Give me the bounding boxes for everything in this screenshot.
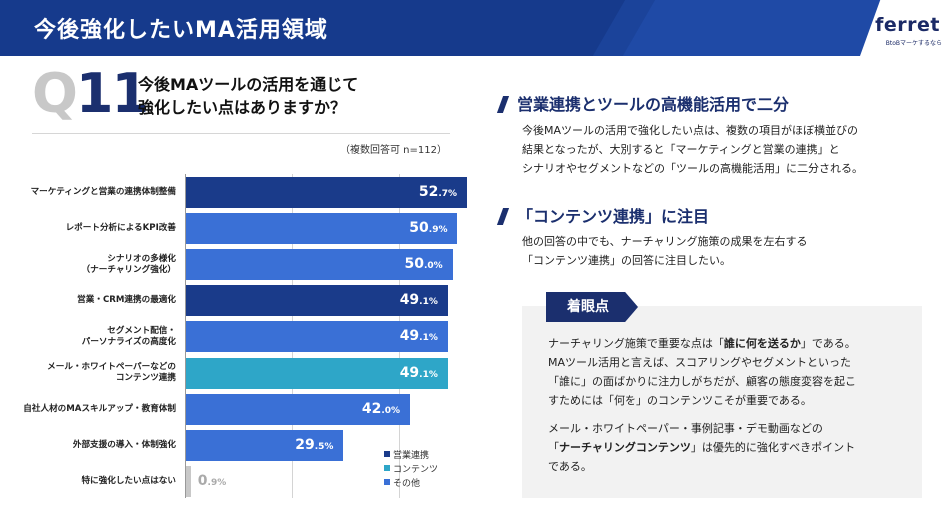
data-label: 50.0% <box>404 256 443 273</box>
legend-swatch <box>384 465 390 471</box>
insight-text: 「 <box>548 441 559 454</box>
ferret-logo: ferret <box>875 14 940 36</box>
insight-bold: ナーチャリングコンテンツ <box>559 441 691 454</box>
sample-note: （複数回答可 n=112） <box>340 145 447 156</box>
bar <box>186 393 410 425</box>
category-label: マーケティングと営業の連携体制整備 <box>30 187 176 197</box>
category-label: セグメント配信・ パーソナライズの高度化 <box>81 325 176 347</box>
data-label: 50.9% <box>409 220 448 237</box>
insight-text: 」は優先的に強化すべきポイント <box>690 441 856 454</box>
paragraph-1-line: シナリオやセグメントなどの「ツールの高機能活用」に二分される。 <box>522 162 863 175</box>
paragraph-1-line: 結果となったが、大別すると「マーケティングと営業の連携」と <box>522 143 840 156</box>
category-label: 外部支援の導入・体制強化 <box>72 439 176 450</box>
category-label: 自社人材のMAスキルアップ・教育体制 <box>23 403 176 414</box>
insight-box <box>522 306 922 498</box>
insight-line: すためには「何を」のコンテンツこそが重要である。 <box>548 394 812 407</box>
insight-tab: 着眼点 <box>546 292 638 322</box>
question-line-2: 強化したい点はありますか？ <box>138 98 347 117</box>
insight-line: である。 <box>548 460 592 473</box>
data-label: 49.1% <box>399 364 438 381</box>
paragraph-2: 他の回答の中でも、ナーチャリング施策の成果を左右する 「コンテンツ連携」の回答に… <box>522 232 808 270</box>
category-label: レポート分析によるKPI改善 <box>65 223 176 234</box>
legend-label: コンテンツ <box>393 464 439 475</box>
category-label: メール・ホワイトペーパーなどの コンテンツ連携 <box>47 362 176 383</box>
paragraph-2-line: 「コンテンツ連携」の回答に注目したい。 <box>522 254 731 267</box>
data-label: 49.1% <box>399 292 438 309</box>
insight-bold: 誰に何を送るか <box>723 337 801 350</box>
question-q: Q <box>32 62 78 125</box>
bar <box>186 357 448 389</box>
legend-item: コンテンツ <box>384 462 439 475</box>
legend-item: その他 <box>384 476 438 489</box>
question-num: 11 <box>75 62 149 125</box>
insight-text: 」である。 <box>800 337 856 350</box>
question-number: Q11 <box>32 62 149 125</box>
bar <box>186 429 344 461</box>
logo-tagline: BtoBマーケするなら <box>885 40 942 47</box>
data-label: 29.5% <box>295 436 334 453</box>
bar <box>186 177 467 208</box>
heading-2-text: 「コンテンツ連携」に注目 <box>517 207 710 226</box>
chart-legend: 営業連携コンテンツその他 <box>384 448 438 490</box>
insight-line: MAツール活用と言えば、スコアリングやセグメントといった <box>548 356 852 369</box>
data-label: 42.0% <box>361 400 401 417</box>
question-text: 今後MAツールの活用を通じて 強化したい点はありますか？ <box>138 73 358 119</box>
heading-1-text: 営業連携とツールの高機能活用で二分 <box>517 95 790 114</box>
insight-line: メール・ホワイトペーパー・事例記事・デモ動画などの <box>548 422 823 435</box>
insight-paragraph-1: ナーチャリング施策で重要な点は「誰に何を送るか」である。 MAツール活用と言えば… <box>548 334 856 410</box>
insight-text: ナーチャリング施策で重要な点は「 <box>548 337 724 350</box>
insight-line: 「誰に」の面ばかりに注力しがちだが、顧客の態度変容を起こ <box>548 375 856 388</box>
paragraph-1: 今後MAツールの活用で強化したい点は、複数の項目がほぼ横並びの 結果となったが、… <box>522 121 863 178</box>
bar <box>186 321 448 353</box>
legend-swatch <box>384 479 390 485</box>
category-label: 営業・CRM連携の最適化 <box>77 295 176 306</box>
bar <box>186 285 448 317</box>
legend-item: 営業連携 <box>384 448 438 461</box>
insight-line: 「ナーチャリングコンテンツ」は優先的に強化すべきポイント <box>548 438 855 457</box>
category-label: シナリオの多様化 （ナーチャリング強化） <box>81 253 176 275</box>
divider <box>32 133 450 134</box>
bar <box>186 465 191 497</box>
insight-paragraph-2: メール・ホワイトペーパー・事例記事・デモ動画などの 「ナーチャリングコンテンツ」… <box>548 419 855 476</box>
chart-axis <box>185 174 186 498</box>
legend-label: 営業連携 <box>393 450 430 461</box>
header-banner: 今後強化したいMA活用領域 ferret BtoBマーケするなら <box>0 0 952 56</box>
data-label: 0.9% <box>197 472 227 489</box>
bar <box>186 249 453 281</box>
data-label: 49.1% <box>399 328 438 345</box>
bar <box>186 213 458 245</box>
paragraph-2-line: 他の回答の中でも、ナーチャリング施策の成果を左右する <box>522 235 808 248</box>
legend-label: その他 <box>393 478 421 489</box>
question-line-1: 今後MAツールの活用を通じて <box>138 75 359 94</box>
heading-1: 営業連携とツールの高機能活用で二分 <box>496 91 790 115</box>
heading-2: 「コンテンツ連携」に注目 <box>496 203 710 227</box>
category-label: 特に強化したい点はない <box>81 475 176 486</box>
page-title: 今後強化したいMA活用領域 <box>34 18 328 43</box>
paragraph-1-line: 今後MAツールの活用で強化したい点は、複数の項目がほぼ横並びの <box>522 124 859 137</box>
insight-line: ナーチャリング施策で重要な点は「誰に何を送るか」である。 <box>548 334 856 353</box>
data-label: 52.7% <box>418 184 458 200</box>
legend-swatch <box>384 451 390 457</box>
